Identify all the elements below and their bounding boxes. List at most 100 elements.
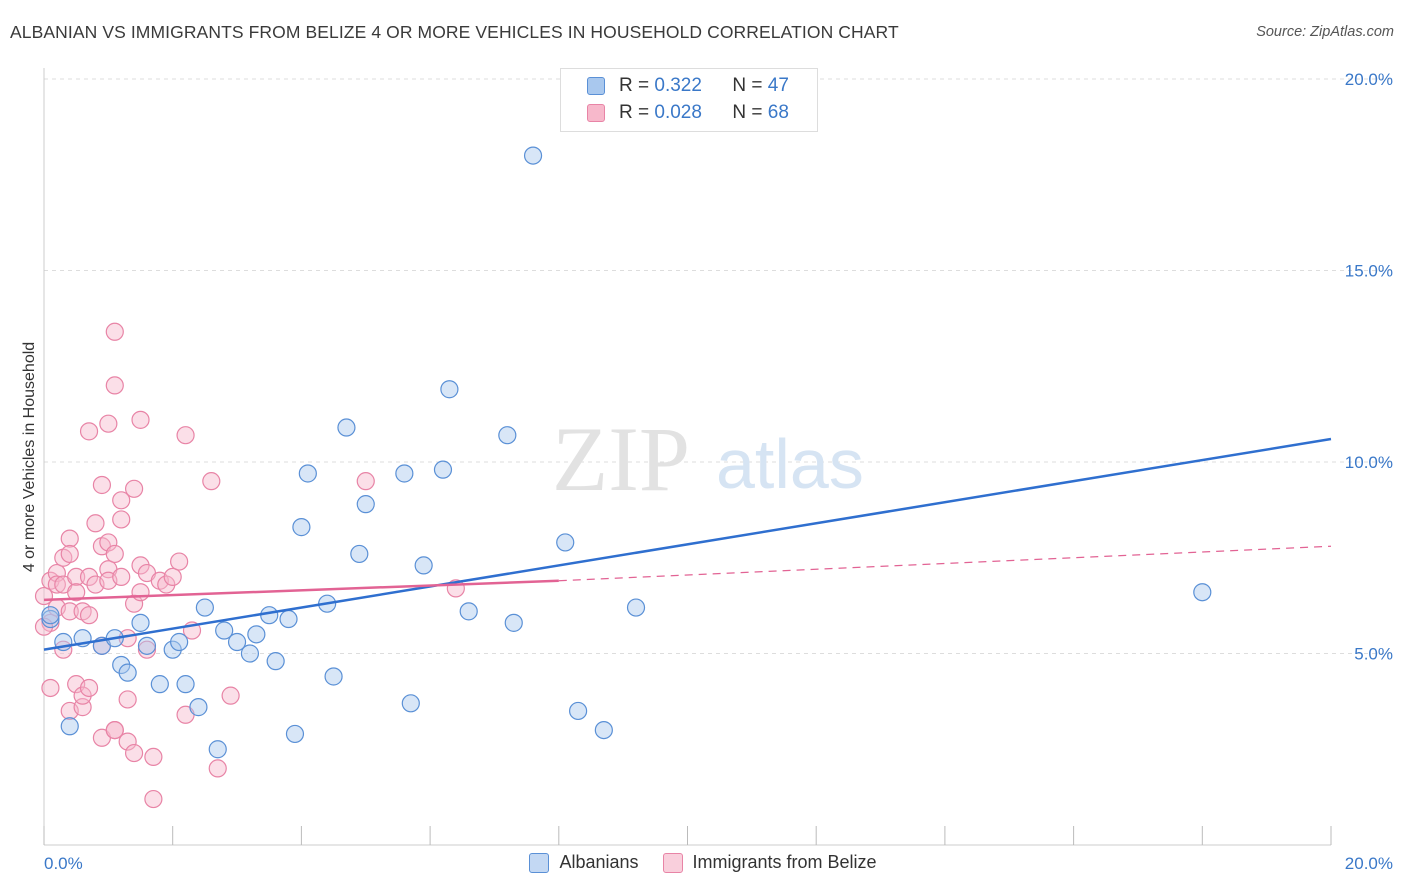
data-point [440,380,459,399]
legend-item-belize: Immigrants from Belize [662,852,877,873]
belize-trendline-extension [558,545,1332,582]
data-point [41,606,60,625]
correlation-legend: R = 0.322 N = 47 R = 0.028 N = 68 [560,68,818,132]
legend-n-value: 47 [767,75,789,96]
legend-n-label: N = [732,75,763,96]
data-point [202,472,221,491]
trendlines [43,437,1332,651]
legend-r-label: R = [619,75,650,96]
legend-row-belize: R = 0.028 N = 68 [587,101,789,125]
data-point [594,720,613,740]
data-point [67,567,86,587]
data-point [504,613,523,632]
albanian-legend-label: Albanians [559,852,639,872]
data-point [67,583,86,602]
data-point [523,146,543,165]
data-point [298,464,317,483]
data-point [131,583,150,602]
data-point [86,514,105,533]
data-point [337,418,356,437]
data-point [433,460,453,479]
belize-series [34,322,465,809]
data-point [60,602,79,621]
albanian-series [41,146,1212,759]
data-point [124,594,144,613]
y-tick-label: 5.0% [1354,645,1393,664]
data-point [350,544,369,564]
legend-r-value: 0.322 [654,75,702,96]
data-point [105,322,124,341]
legend-n-value: 68 [767,102,789,123]
data-point [112,491,131,510]
albanian-legend-swatch [529,852,550,873]
data-point [137,636,157,655]
legend-r-value: 0.028 [654,102,702,123]
watermark-zip: ZIP [552,408,690,510]
data-point [189,698,208,717]
data-point [60,717,79,736]
series-legend: Albanians Immigrants from Belize [0,852,1406,873]
data-point [221,686,240,705]
data-point [626,598,646,617]
data-point [144,789,163,809]
albanian-trendline [43,437,1332,651]
data-point [292,518,311,537]
data-point [163,567,182,587]
data-point [176,675,195,694]
data-point [215,621,234,640]
data-point [395,464,414,483]
data-point [105,720,124,740]
data-point [79,606,99,625]
data-point [266,652,285,671]
data-point [247,625,266,644]
y-tick-label: 10.0% [1345,453,1393,472]
data-point [285,724,305,744]
x-tick-label: 0.0% [44,854,83,873]
data-point [356,472,375,491]
data-point [131,410,150,429]
data-point [99,414,118,433]
chart-title: ALBANIAN VS IMMIGRANTS FROM BELIZE 4 OR … [10,22,899,42]
data-point [137,640,157,659]
legend-n-label: N = [732,102,763,123]
legend-item-albanians: Albanians [529,852,639,873]
data-point [92,475,112,495]
source-label: Source: ZipAtlas.com [1256,24,1394,40]
data-point [47,575,66,594]
gridlines [44,78,1394,654]
data-point [118,663,137,682]
belize-swatch [587,104,605,122]
data-point [124,743,144,763]
data-point [208,740,227,759]
data-point [124,479,144,498]
belize-legend-swatch [662,852,683,873]
data-point [260,606,279,625]
data-point [414,556,433,575]
data-point [41,609,60,629]
data-point [176,426,195,445]
data-point [105,544,124,564]
data-point [41,678,60,698]
data-point [150,675,169,694]
data-point [324,667,343,686]
albanian-swatch [587,77,605,95]
data-point [459,602,478,621]
data-point [79,678,99,698]
data-point [569,701,588,721]
data-point [556,533,575,552]
data-point [498,426,517,445]
data-point [99,533,118,552]
data-point [118,690,137,709]
data-point [195,598,214,617]
data-point [60,529,79,548]
y-tick-label: 20.0% [1345,70,1393,89]
data-point [170,552,189,571]
data-point [356,495,375,514]
data-point [131,613,150,632]
legend-row-albanians: R = 0.322 N = 47 [587,74,789,98]
data-point [112,510,131,529]
axes [43,68,1332,846]
belize-trendline [43,579,559,602]
y-tick-label: 15.0% [1345,262,1393,281]
